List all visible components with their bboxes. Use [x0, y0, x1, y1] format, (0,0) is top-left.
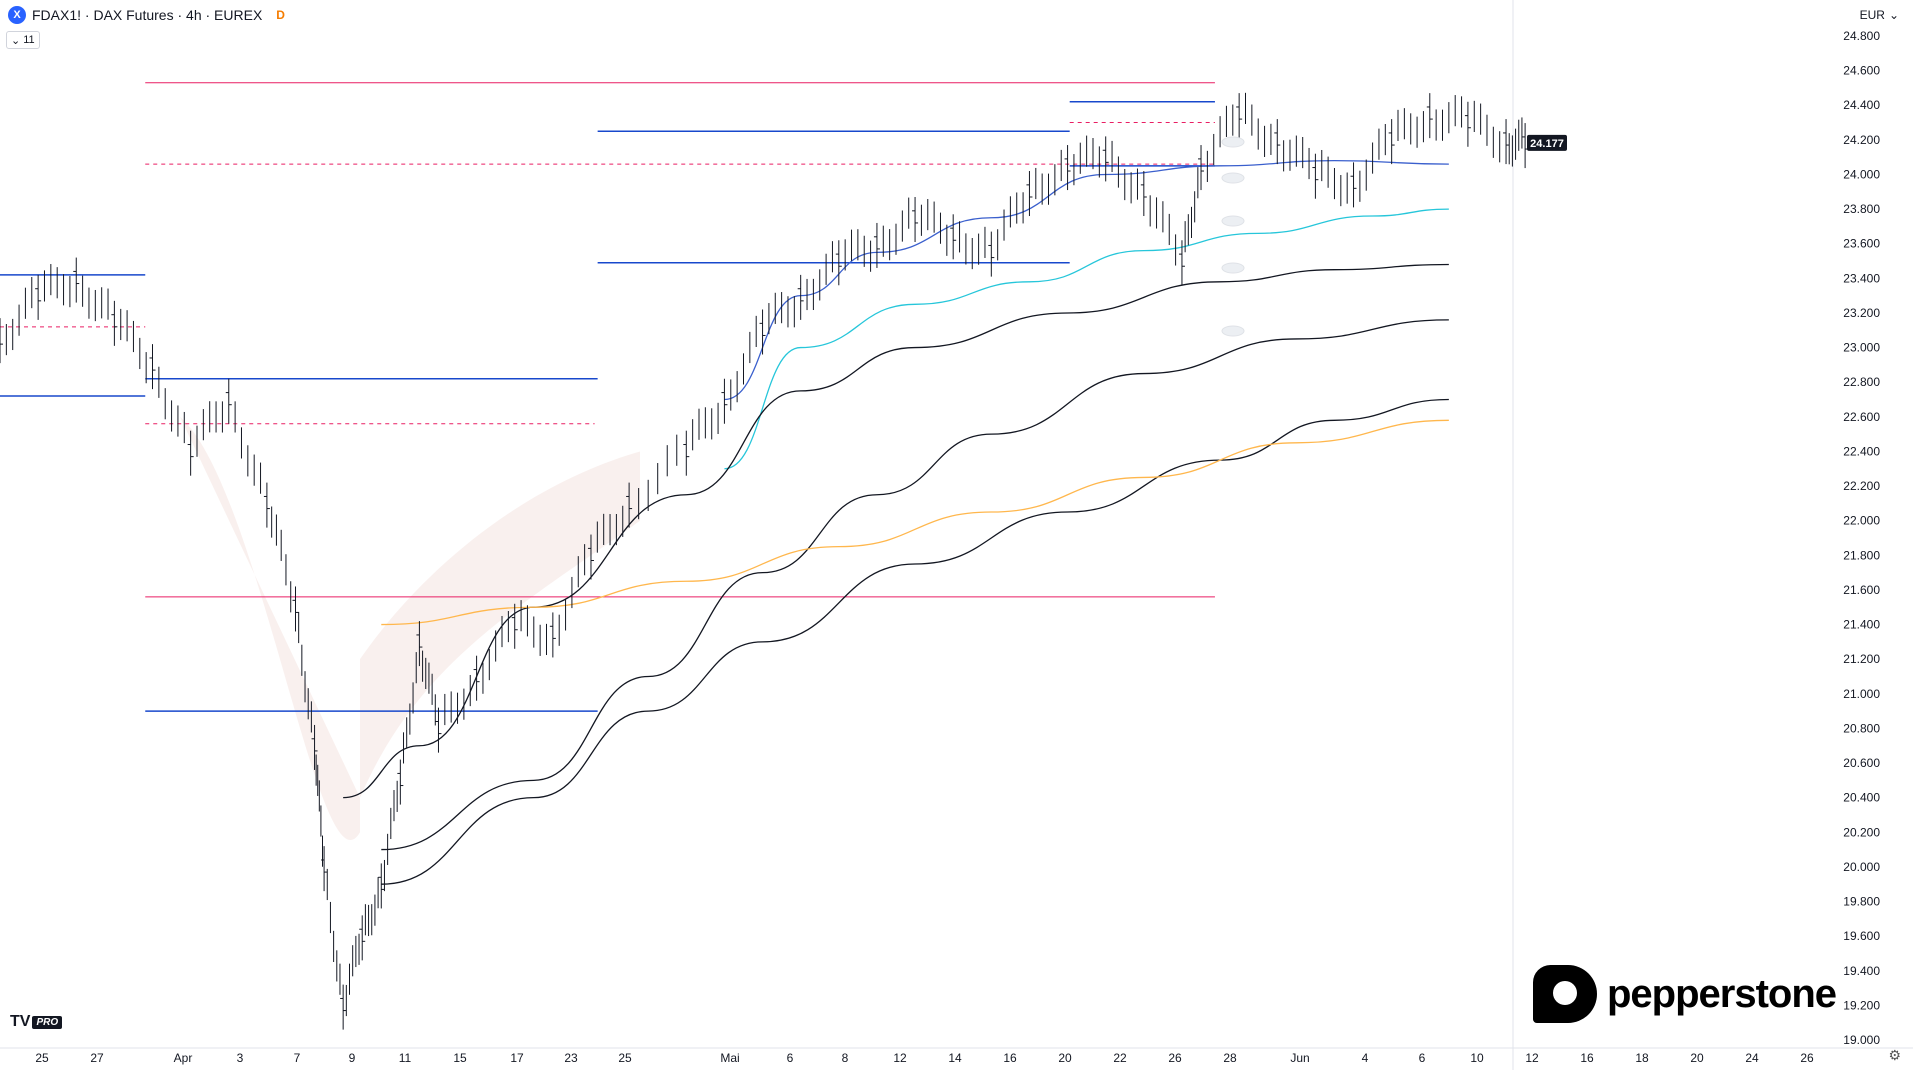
moving-average-line: [381, 398, 1449, 885]
time-tick-label: 12: [893, 1051, 907, 1065]
price-tick-label: 23.600: [1843, 237, 1880, 251]
time-tick-label: 9: [349, 1051, 356, 1065]
time-tick-label: 23: [564, 1051, 578, 1065]
price-tick-label: 22.000: [1843, 514, 1880, 528]
price-tick-label: 22.400: [1843, 444, 1880, 458]
price-tick-label: 19.400: [1843, 964, 1880, 978]
time-tick-label: 24: [1745, 1051, 1759, 1065]
chart-header: X FDAX1! · DAX Futures · 4h · EUREX D: [8, 6, 285, 24]
brand-name: pepperstone: [1607, 971, 1837, 1016]
price-tick-label: 19.600: [1843, 929, 1880, 943]
time-tick-label: 27: [90, 1051, 104, 1065]
price-tick-label: 21.200: [1843, 652, 1880, 666]
time-tick-label: 7: [294, 1051, 301, 1065]
ma-end-marker: [1221, 325, 1245, 337]
currency-selector[interactable]: EUR ⌄: [1860, 8, 1899, 22]
price-tick-label: 24.800: [1843, 29, 1880, 43]
price-tick-label: 21.800: [1843, 548, 1880, 562]
price-tick-label: 20.000: [1843, 860, 1880, 874]
settings-icon[interactable]: ⚙: [1888, 1047, 1901, 1063]
moving-average-line: [724, 159, 1449, 401]
price-tick-label: 20.400: [1843, 791, 1880, 805]
symbol-title[interactable]: FDAX1! · DAX Futures · 4h · EUREX: [32, 7, 263, 23]
brand-logo: pepperstone: [1533, 965, 1837, 1023]
time-tick-label: 20: [1690, 1051, 1704, 1065]
price-tick-label: 21.400: [1843, 618, 1880, 632]
time-tick-label: 25: [618, 1051, 632, 1065]
delayed-badge: D: [276, 8, 285, 22]
price-tick-label: 24.400: [1843, 98, 1880, 112]
time-tick-label: 10: [1470, 1051, 1484, 1065]
time-tick-label: 15: [453, 1051, 467, 1065]
current-price-label: 24.177: [1530, 138, 1564, 150]
pro-badge: PRO: [32, 1015, 63, 1029]
time-tick-label: 16: [1580, 1051, 1594, 1065]
time-tick-label: 25: [35, 1051, 49, 1065]
moving-average-line: [343, 263, 1449, 799]
tradingview-logo[interactable]: TV PRO: [10, 1013, 63, 1031]
time-tick-label: 28: [1223, 1051, 1237, 1065]
price-tick-label: 23.200: [1843, 306, 1880, 320]
price-tick-label: 24.200: [1843, 133, 1880, 147]
price-tick-label: 22.800: [1843, 375, 1880, 389]
price-tick-label: 22.600: [1843, 410, 1880, 424]
indicator-count: 11: [23, 34, 35, 46]
time-tick-label: 17: [510, 1051, 524, 1065]
price-tick-label: 19.800: [1843, 895, 1880, 909]
time-tick-label: Jun: [1290, 1051, 1309, 1065]
time-tick-label: 6: [1419, 1051, 1426, 1065]
time-tick-label: 8: [842, 1051, 849, 1065]
time-tick-label: Apr: [174, 1051, 193, 1065]
chevron-down-icon: ⌄: [1888, 8, 1899, 22]
price-tick-label: 20.200: [1843, 825, 1880, 839]
price-tick-label: 20.800: [1843, 721, 1880, 735]
time-tick-label: 6: [787, 1051, 794, 1065]
time-tick-label: 12: [1525, 1051, 1539, 1065]
ma-end-marker: [1221, 262, 1245, 274]
ma-end-marker: [1221, 136, 1245, 148]
ma-ribbon: [180, 416, 640, 841]
time-tick-label: 14: [948, 1051, 962, 1065]
time-tick-label: 20: [1058, 1051, 1072, 1065]
price-tick-label: 21.600: [1843, 583, 1880, 597]
ma-end-marker: [1221, 215, 1245, 227]
price-tick-label: 19.000: [1843, 1033, 1880, 1047]
price-tick-label: 24.000: [1843, 167, 1880, 181]
time-tick-label: 22: [1113, 1051, 1127, 1065]
price-tick-label: 21.000: [1843, 687, 1880, 701]
price-tick-label: 22.200: [1843, 479, 1880, 493]
time-tick-label: 16: [1003, 1051, 1017, 1065]
chevron-down-icon: ⌄: [11, 34, 21, 47]
price-tick-label: 23.800: [1843, 202, 1880, 216]
moving-average-line: [381, 419, 1449, 626]
time-tick-label: 11: [399, 1051, 412, 1065]
price-tick-label: 20.600: [1843, 756, 1880, 770]
time-tick-label: 3: [237, 1051, 244, 1065]
moving-average-line: [724, 208, 1449, 470]
time-tick-label: 18: [1635, 1051, 1649, 1065]
symbol-icon[interactable]: X: [8, 6, 26, 24]
time-tick-label: 26: [1800, 1051, 1814, 1065]
time-tick-label: 26: [1168, 1051, 1182, 1065]
time-tick-label: Mai: [720, 1051, 739, 1065]
currency-label: EUR: [1859, 8, 1885, 22]
price-tick-label: 23.000: [1843, 341, 1880, 355]
ma-end-marker: [1221, 172, 1245, 184]
current-price-tag: [1527, 134, 1567, 151]
price-tick-label: 24.600: [1843, 64, 1880, 78]
indicators-toggle[interactable]: ⌄ 11: [6, 31, 40, 49]
time-tick-label: 4: [1362, 1051, 1369, 1065]
tv-mark-icon: TV: [10, 1013, 31, 1030]
price-tick-label: 23.400: [1843, 271, 1880, 285]
pepperstone-icon: [1533, 965, 1597, 1023]
moving-average-line: [381, 319, 1449, 851]
price-tick-label: 19.200: [1843, 998, 1880, 1012]
